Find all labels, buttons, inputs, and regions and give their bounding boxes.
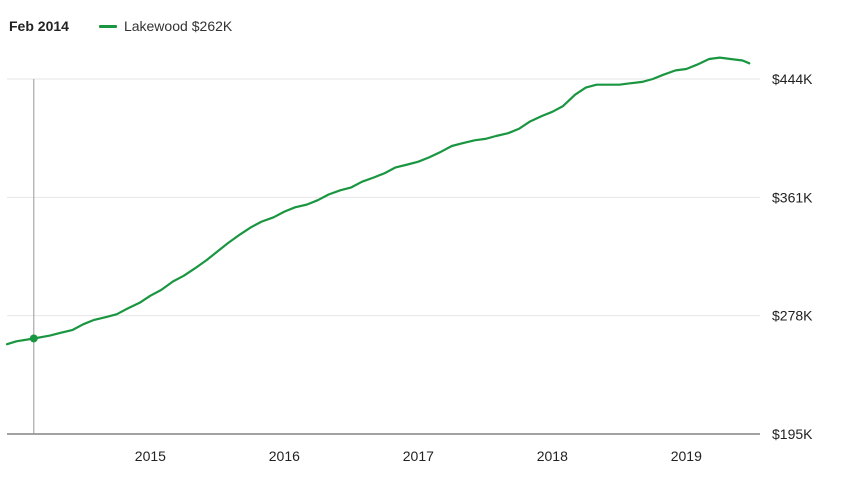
hover-point: [29, 334, 38, 343]
x-axis: 2015 2016 2017 2018 2019: [135, 448, 702, 464]
legend-series-value: $262K: [191, 18, 233, 34]
series-line-lakewood: [5, 56, 751, 346]
y-tick-label: $195K: [772, 426, 813, 442]
y-tick-label: $361K: [772, 189, 813, 205]
x-tick-label: 2015: [135, 448, 166, 464]
legend-series-name: Lakewood: [123, 18, 188, 34]
legend-swatch: [98, 24, 117, 28]
x-tick-label: 2018: [537, 448, 568, 464]
x-tick-label: 2019: [671, 448, 702, 464]
y-tick-label: $278K: [772, 308, 813, 324]
grid-lines: [7, 78, 760, 435]
hover-date-label: Feb 2014: [9, 18, 69, 34]
x-tick-label: 2016: [269, 448, 300, 464]
legend[interactable]: Lakewood $262K: [98, 18, 233, 34]
chart-header: Feb 2014 Lakewood $262K: [9, 14, 232, 38]
x-tick-label: 2017: [403, 448, 434, 464]
y-axis: $444K $361K $278K $195K: [772, 71, 813, 442]
y-tick-label: $444K: [772, 71, 813, 87]
series-layer: [5, 56, 751, 346]
